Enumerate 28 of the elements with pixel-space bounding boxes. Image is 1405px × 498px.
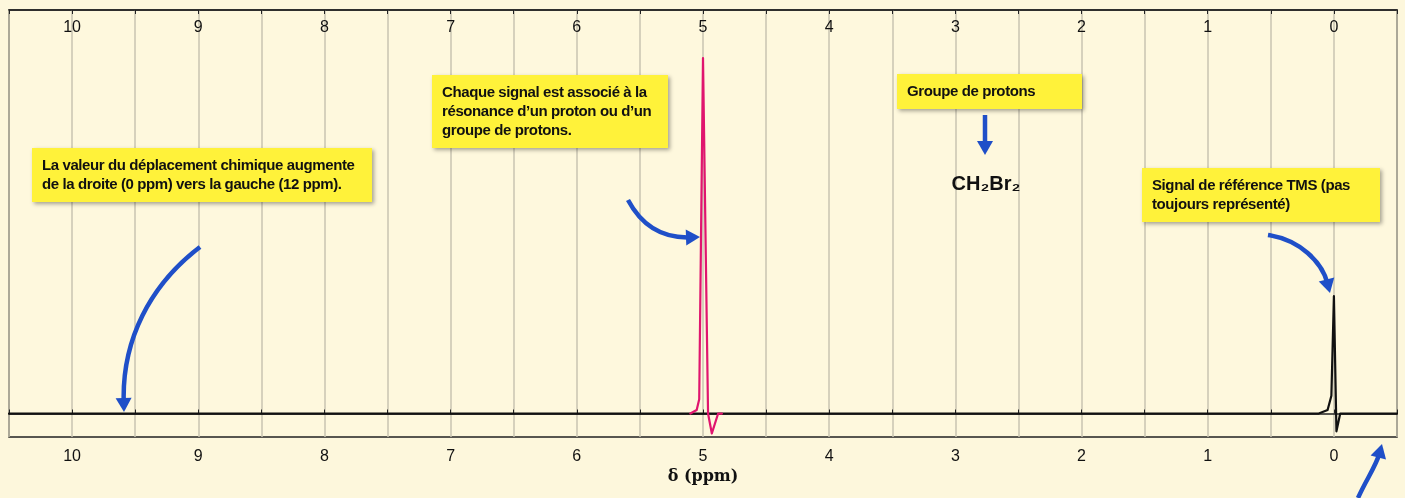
x-tick-label: 9 [193,446,203,464]
x-tick-label: 10 [63,446,82,464]
x-tick-label: 6 [572,446,582,464]
x-tick-label: 5 [698,446,708,464]
x2-tick-label: 4 [824,17,834,35]
x2-tick-label: 7 [446,17,456,35]
x-tick-label: 1 [1203,446,1213,464]
x2-tick-label: 9 [193,17,203,35]
note-box: La valeur du déplacement chimique augmente de la droite (0 ppm) vers la gauche (12 ppm). [32,148,372,202]
x2-tick-label: 2 [1077,17,1087,35]
note-box: Signal de référence TMS (pas toujours représenté) [1142,168,1380,222]
x-tick-label: 2 [1077,446,1087,464]
x2-tick-label: 8 [320,17,329,35]
note-box: Chaque signal est associé à la résonance d’un proton ou d’un groupe de protons. [432,75,668,148]
x2-tick-label: 1 [1203,17,1213,35]
annotation: CH₂Br₂ [951,171,1021,195]
note-box: Groupe de protons [897,74,1082,109]
x-tick-label: 0 [1329,446,1339,464]
x-axis-title: δ (ppm) [667,466,739,486]
x2-tick-label: 5 [698,17,708,35]
x-tick-label: 3 [950,446,960,464]
x-tick-label: 8 [320,446,329,464]
x2-tick-label: 10 [63,17,82,35]
x2-tick-label: 6 [572,17,582,35]
x-tick-label: 4 [824,446,834,464]
x-tick-label: 7 [446,446,456,464]
x2-tick-label: 0 [1329,17,1339,35]
x2-tick-label: 3 [950,17,960,35]
